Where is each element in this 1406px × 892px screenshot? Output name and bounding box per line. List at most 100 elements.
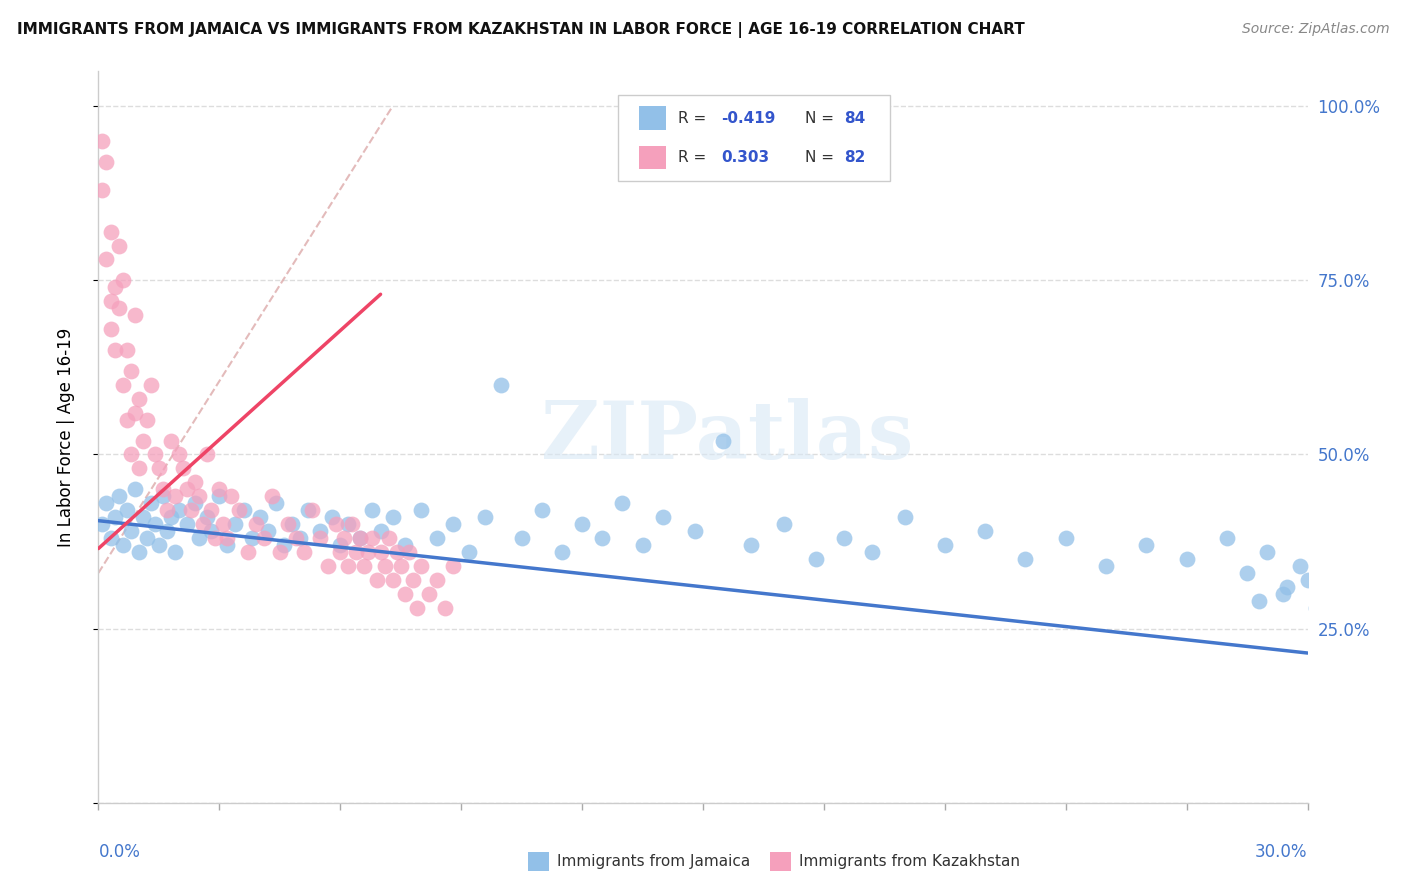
Point — [370, 545, 392, 559]
Point — [264, 496, 287, 510]
Point — [337, 517, 360, 532]
Point — [426, 531, 449, 545]
Point — [571, 517, 593, 532]
Point — [474, 510, 496, 524]
Point — [249, 510, 271, 524]
Point — [195, 448, 218, 462]
Point — [301, 503, 323, 517]
Point — [292, 545, 315, 559]
Point — [591, 531, 613, 545]
Point — [409, 503, 432, 517]
Point — [344, 545, 367, 559]
Point — [120, 364, 142, 378]
Point — [402, 573, 425, 587]
FancyBboxPatch shape — [638, 106, 665, 130]
FancyBboxPatch shape — [527, 852, 550, 871]
Point — [128, 545, 150, 559]
Point — [1305, 600, 1327, 615]
Point — [184, 496, 207, 510]
Point — [551, 545, 574, 559]
Point — [256, 524, 278, 538]
Point — [409, 558, 432, 573]
Text: N =: N = — [804, 150, 838, 165]
Point — [366, 573, 388, 587]
Text: Source: ZipAtlas.com: Source: ZipAtlas.com — [1241, 22, 1389, 37]
Point — [167, 448, 190, 462]
Point — [349, 531, 371, 545]
Text: 0.0%: 0.0% — [98, 843, 141, 861]
Point — [893, 510, 915, 524]
Point — [357, 545, 380, 559]
Point — [163, 545, 186, 559]
Point — [1256, 545, 1278, 559]
Point — [212, 517, 235, 532]
Point — [325, 517, 347, 532]
Point — [1054, 531, 1077, 545]
Point — [103, 280, 125, 294]
Point — [120, 524, 142, 538]
Point — [148, 538, 170, 552]
Point — [111, 377, 134, 392]
Point — [510, 531, 533, 545]
Point — [124, 406, 146, 420]
Text: ZIPatlas: ZIPatlas — [541, 398, 914, 476]
Point — [260, 489, 283, 503]
Point — [832, 531, 855, 545]
Point — [160, 434, 183, 448]
Point — [228, 503, 250, 517]
Point — [236, 545, 259, 559]
Point — [337, 558, 360, 573]
Point — [269, 545, 291, 559]
Point — [651, 510, 673, 524]
Point — [277, 517, 299, 532]
Point — [441, 558, 464, 573]
Point — [612, 496, 634, 510]
Point — [434, 600, 457, 615]
Point — [342, 517, 364, 532]
Point — [135, 412, 157, 426]
Point — [152, 489, 174, 503]
Point — [208, 489, 231, 503]
Point — [1272, 587, 1295, 601]
Point — [180, 503, 202, 517]
Point — [103, 343, 125, 357]
Point — [91, 517, 114, 532]
Point — [1095, 558, 1118, 573]
Point — [120, 448, 142, 462]
Point — [370, 524, 392, 538]
Point — [772, 517, 794, 532]
Text: -0.419: -0.419 — [721, 111, 776, 126]
Point — [253, 531, 276, 545]
Point — [176, 517, 198, 532]
Point — [385, 545, 408, 559]
Point — [245, 517, 267, 532]
Point — [1014, 552, 1036, 566]
Point — [288, 531, 311, 545]
Point — [139, 377, 162, 392]
Point — [394, 538, 416, 552]
Point — [143, 517, 166, 532]
Point — [381, 573, 404, 587]
Point — [394, 587, 416, 601]
Point — [1175, 552, 1198, 566]
Point — [974, 524, 997, 538]
Point — [860, 545, 883, 559]
Point — [195, 510, 218, 524]
Point — [329, 545, 352, 559]
Point — [156, 524, 179, 538]
Y-axis label: In Labor Force | Age 16-19: In Labor Force | Age 16-19 — [56, 327, 75, 547]
Text: 30.0%: 30.0% — [1256, 843, 1308, 861]
Point — [1135, 538, 1157, 552]
Point — [217, 531, 239, 545]
Point — [135, 531, 157, 545]
Point — [115, 343, 138, 357]
Point — [281, 517, 304, 532]
Text: N =: N = — [804, 111, 838, 126]
Point — [100, 225, 122, 239]
Point — [221, 489, 243, 503]
Point — [132, 434, 155, 448]
Point — [377, 531, 399, 545]
Text: Immigrants from Kazakhstan: Immigrants from Kazakhstan — [799, 854, 1019, 869]
FancyBboxPatch shape — [769, 852, 792, 871]
Point — [115, 503, 138, 517]
